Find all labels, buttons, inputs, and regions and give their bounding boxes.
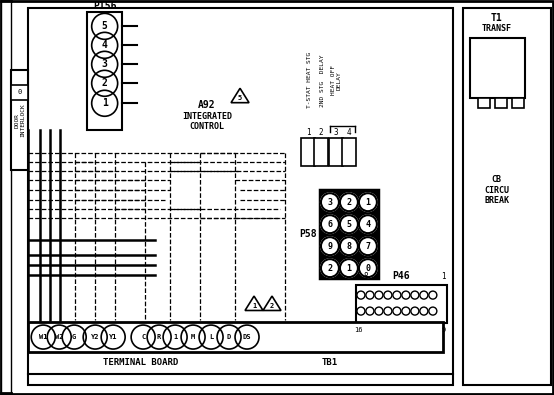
Text: 2ND STG  DELAY: 2ND STG DELAY — [320, 54, 325, 107]
Bar — [11, 85, 28, 100]
Text: 7: 7 — [366, 242, 371, 251]
Circle shape — [321, 237, 339, 255]
Text: 3: 3 — [102, 59, 107, 69]
Bar — [87, 12, 122, 130]
Text: 1: 1 — [366, 198, 371, 207]
Text: 1: 1 — [306, 128, 310, 137]
Text: TERMINAL BOARD: TERMINAL BOARD — [102, 357, 178, 367]
Circle shape — [321, 215, 339, 233]
Text: 5: 5 — [238, 95, 242, 101]
Text: 3: 3 — [327, 198, 332, 207]
Text: C: C — [141, 334, 145, 340]
Text: G: G — [72, 334, 76, 340]
Circle shape — [321, 259, 339, 277]
Text: W2: W2 — [55, 334, 64, 340]
Bar — [329, 138, 343, 166]
Text: 6: 6 — [327, 220, 332, 229]
Circle shape — [359, 193, 377, 211]
Bar — [463, 8, 551, 385]
Text: 1: 1 — [173, 334, 177, 340]
Bar — [512, 98, 524, 108]
Circle shape — [359, 237, 377, 255]
Text: 16: 16 — [353, 327, 362, 333]
Bar — [356, 285, 447, 323]
Text: W1: W1 — [39, 334, 48, 340]
Text: M: M — [191, 334, 195, 340]
Bar — [28, 8, 453, 385]
Bar — [11, 70, 28, 170]
Circle shape — [321, 193, 339, 211]
Text: Y1: Y1 — [109, 334, 117, 340]
Text: D: D — [227, 334, 231, 340]
Bar — [28, 322, 443, 352]
Text: HEAT OFF
DELAY: HEAT OFF DELAY — [331, 65, 341, 95]
Text: 2: 2 — [319, 128, 324, 137]
Text: TB1: TB1 — [322, 357, 338, 367]
Bar — [301, 138, 315, 166]
Text: 1: 1 — [102, 98, 107, 108]
Circle shape — [340, 193, 358, 211]
Text: 4: 4 — [102, 40, 107, 50]
Text: L: L — [209, 334, 213, 340]
Text: T1: T1 — [491, 13, 502, 23]
Circle shape — [359, 215, 377, 233]
Text: 1: 1 — [442, 272, 446, 280]
Bar — [314, 138, 328, 166]
Text: 2: 2 — [102, 78, 107, 88]
Text: P58: P58 — [299, 229, 317, 239]
Text: 4: 4 — [366, 220, 371, 229]
Text: 3: 3 — [334, 128, 338, 137]
Text: 2: 2 — [270, 303, 274, 309]
Text: DOOR
INTERLOCK: DOOR INTERLOCK — [14, 103, 25, 137]
Text: P156: P156 — [93, 1, 116, 11]
Text: CB
CIRCU
BREAK: CB CIRCU BREAK — [484, 175, 509, 205]
Bar — [1, 1, 11, 394]
Text: 1: 1 — [252, 303, 256, 309]
Text: 1: 1 — [346, 263, 351, 273]
Circle shape — [340, 215, 358, 233]
Text: TRANSF: TRANSF — [482, 24, 512, 33]
Text: 4: 4 — [347, 128, 351, 137]
Text: 8: 8 — [346, 242, 351, 251]
Text: T-STAT HEAT STG: T-STAT HEAT STG — [307, 52, 312, 109]
Text: A92: A92 — [198, 100, 216, 110]
Text: 0: 0 — [366, 263, 371, 273]
Text: 5: 5 — [346, 220, 351, 229]
Text: 2: 2 — [327, 263, 332, 273]
Bar — [320, 190, 378, 278]
Circle shape — [340, 259, 358, 277]
Text: P46: P46 — [393, 271, 410, 281]
Bar — [470, 38, 525, 98]
Bar — [478, 98, 490, 108]
Text: DS: DS — [243, 334, 252, 340]
Text: 0: 0 — [17, 89, 22, 95]
Circle shape — [340, 237, 358, 255]
Bar — [342, 138, 356, 166]
Bar — [495, 98, 507, 108]
Text: 9: 9 — [327, 242, 332, 251]
Text: R: R — [157, 334, 161, 340]
Text: 5: 5 — [102, 21, 107, 31]
Text: INTEGRATED
CONTROL: INTEGRATED CONTROL — [182, 111, 232, 131]
Text: 9: 9 — [442, 327, 446, 333]
Text: 2: 2 — [346, 198, 351, 207]
Text: Y2: Y2 — [91, 334, 99, 340]
Text: 8: 8 — [363, 272, 368, 280]
Circle shape — [359, 259, 377, 277]
